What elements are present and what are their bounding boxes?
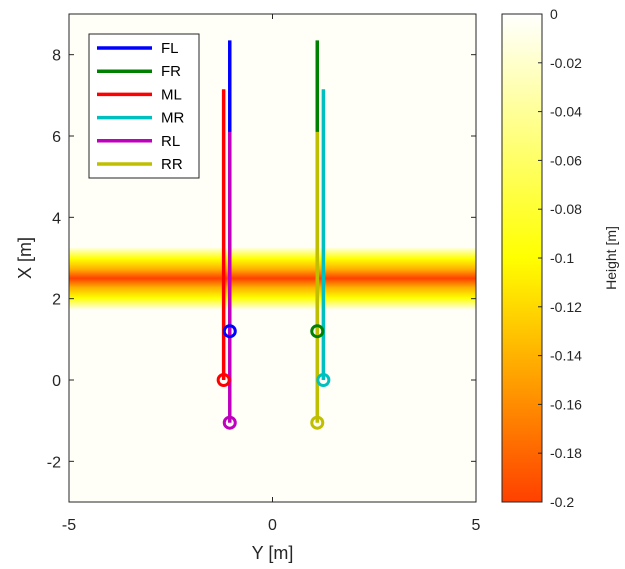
legend-box xyxy=(88,33,200,179)
legend-label-mr: MR xyxy=(161,110,184,127)
colorbar-tick-label: -0.1 xyxy=(550,250,574,266)
colorbar-tick-label: 0 xyxy=(550,6,558,22)
y-tick-label: -2 xyxy=(47,454,61,471)
y-axis-label: X [m] xyxy=(15,237,35,279)
colorbar-label: Height [m] xyxy=(603,226,619,290)
series-layer xyxy=(216,40,331,430)
x-tick-label: 5 xyxy=(472,517,481,534)
y-tick-label: 4 xyxy=(52,210,61,227)
colorbar-tick-label: -0.02 xyxy=(550,55,582,71)
legend: FL FR ML MR RL RR xyxy=(88,33,200,179)
foot-marker-rl xyxy=(222,415,237,430)
legend-label-rr: RR xyxy=(161,156,183,173)
foot-marker-ml xyxy=(216,373,231,387)
legend-label-fr: FR xyxy=(161,63,181,80)
foot-marker-fr xyxy=(310,324,325,339)
y-axis-ticks: -2 0 2 4 6 8 xyxy=(47,48,476,471)
legend-label-ml: ML xyxy=(161,86,182,103)
y-tick-label: 6 xyxy=(52,129,61,146)
y-tick-label: 8 xyxy=(52,48,61,65)
colorbar-tick-label: -0.18 xyxy=(550,445,582,461)
x-tick-label: -5 xyxy=(62,517,76,534)
colorbar-tick-label: -0.16 xyxy=(550,396,582,412)
colorbar-tick-label: -0.06 xyxy=(550,152,582,168)
colorbar-tick-label: -0.14 xyxy=(550,348,582,364)
colorbar-tick-label: -0.04 xyxy=(550,104,582,120)
colorbar-tick-label: -0.2 xyxy=(550,494,574,510)
height-band xyxy=(69,247,476,309)
y-tick-label: 0 xyxy=(52,373,61,390)
legend-label-rl: RL xyxy=(161,133,180,150)
x-axis-label: Y [m] xyxy=(252,543,294,563)
x-tick-label: 0 xyxy=(268,517,277,534)
foot-marker-fl xyxy=(222,324,237,339)
legend-label-fl: FL xyxy=(161,40,179,57)
y-tick-label: 2 xyxy=(52,292,61,309)
foot-marker-mr xyxy=(316,373,331,387)
foot-marker-rr xyxy=(310,415,325,430)
colorbar-tick-label: -0.12 xyxy=(550,299,582,315)
colorbar-tick-label: -0.08 xyxy=(550,201,582,217)
x-axis-ticks: -5 0 5 xyxy=(62,14,481,534)
colorbar xyxy=(501,13,543,503)
legend-items: FL FR ML MR RL RR xyxy=(97,40,184,173)
colorbar-ticks: 0 -0.02 -0.04 -0.06 -0.08 -0.1 -0.12 -0.14 -0.16… xyxy=(538,6,582,510)
